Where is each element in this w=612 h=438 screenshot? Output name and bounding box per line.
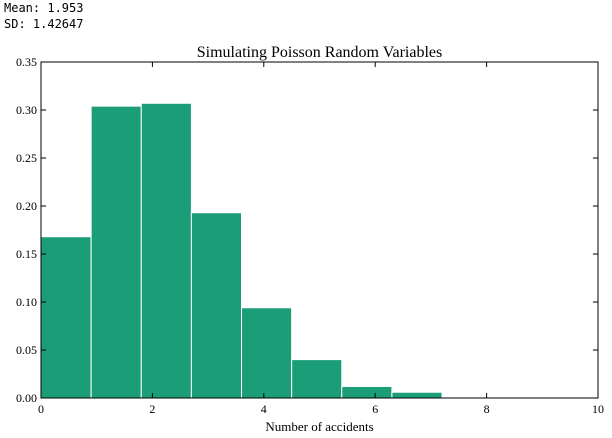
- y-tick-label: 0.25: [16, 151, 37, 165]
- x-tick-label: 2: [149, 402, 155, 416]
- y-tick-label: 0.00: [16, 391, 37, 405]
- histogram-bar: [341, 385, 393, 399]
- x-tick-label: 6: [372, 402, 378, 416]
- y-tick-label: 0.20: [16, 199, 37, 213]
- y-tick-label: 0.05: [16, 343, 37, 357]
- histogram-bar: [241, 307, 293, 399]
- y-tick-label: 0.30: [16, 103, 37, 117]
- sd-readout: SD: 1.42647: [4, 17, 84, 31]
- plot-frame: [40, 61, 599, 399]
- x-tick-label: 8: [484, 402, 490, 416]
- x-axis-label: Number of accidents: [265, 419, 373, 434]
- y-tick-label: 0.10: [16, 295, 37, 309]
- chart-title: Simulating Poisson Random Variables: [197, 44, 442, 61]
- histogram-bar: [291, 359, 343, 399]
- histogram-bar: [190, 212, 243, 399]
- x-tick-label: 4: [261, 402, 267, 416]
- y-tick-label: 0.35: [16, 55, 37, 69]
- summary-stats: Mean: 1.953 SD: 1.42647: [4, 0, 83, 32]
- histogram-bar: [140, 102, 192, 399]
- histogram-bar: [391, 391, 443, 399]
- x-tick-label: 0: [38, 402, 44, 416]
- x-tick-label: 10: [592, 402, 604, 416]
- mean-readout: Mean: 1.953: [4, 1, 84, 15]
- histogram-bar: [90, 105, 142, 399]
- y-tick-label: 0.15: [16, 247, 37, 261]
- histogram-bar: [40, 236, 92, 399]
